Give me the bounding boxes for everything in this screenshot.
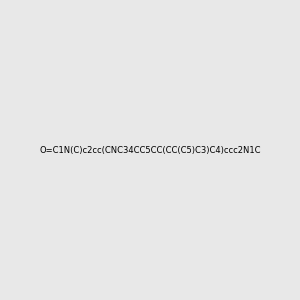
Text: O=C1N(C)c2cc(CNC34CC5CC(CC(C5)C3)C4)ccc2N1C: O=C1N(C)c2cc(CNC34CC5CC(CC(C5)C3)C4)ccc2… <box>39 146 261 154</box>
